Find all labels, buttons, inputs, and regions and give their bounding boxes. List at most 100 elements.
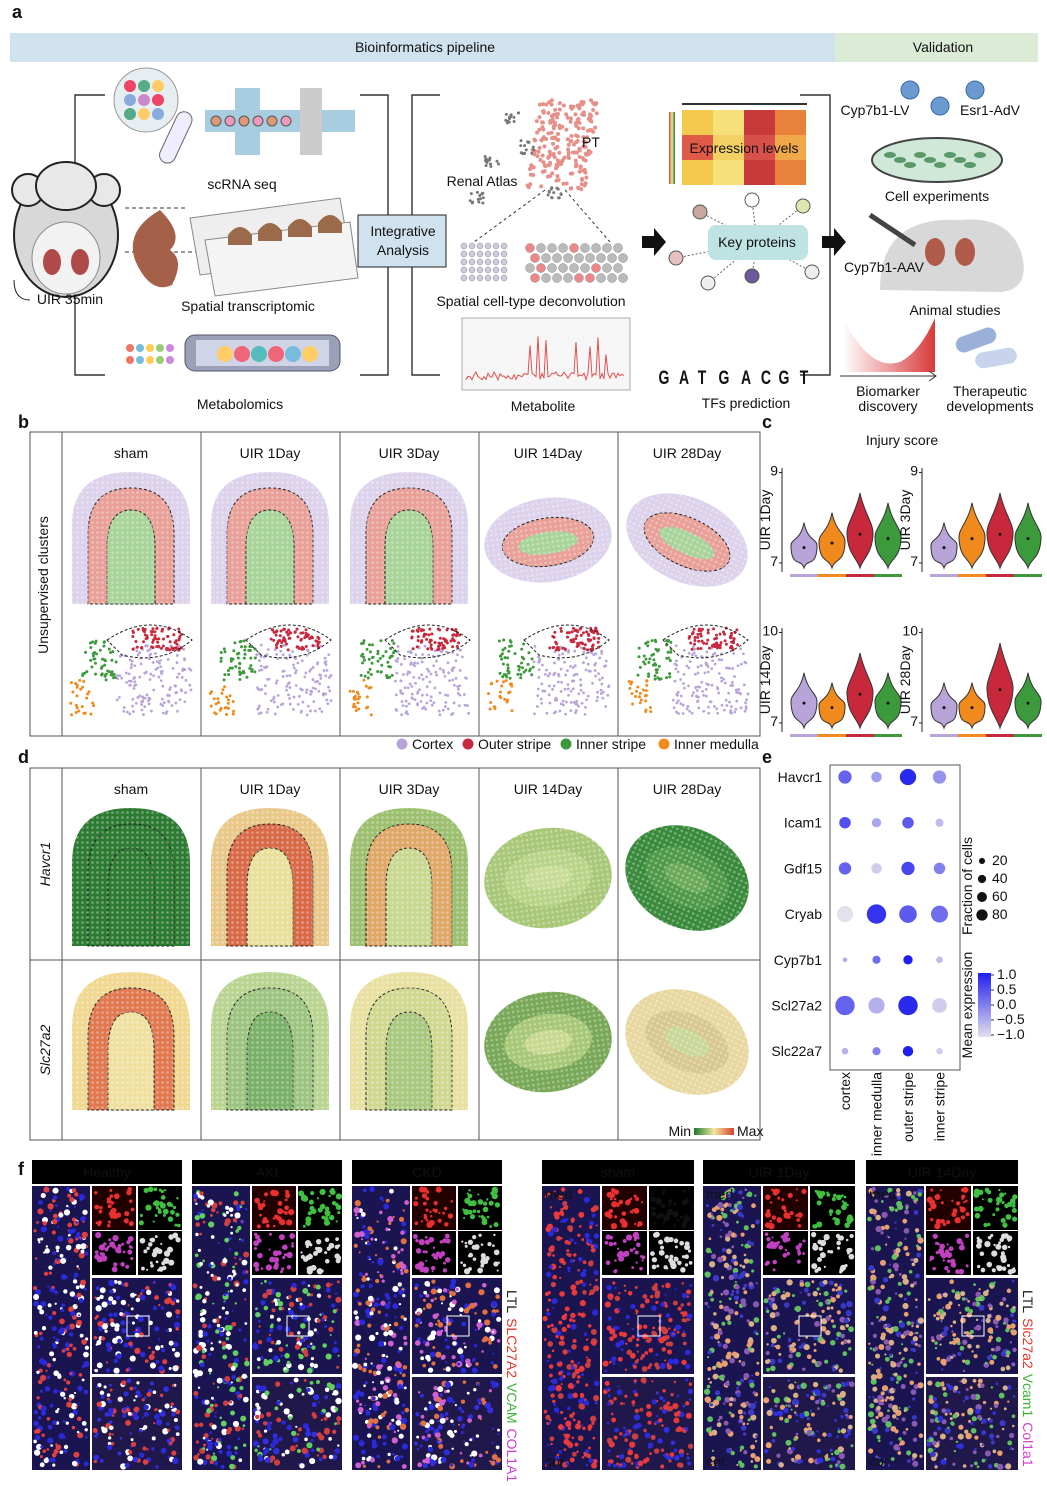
stain-dot <box>430 1462 435 1467</box>
stain-dot <box>112 1300 117 1305</box>
umap-dot <box>276 642 279 645</box>
umap-dot <box>680 695 683 698</box>
atlas-dot <box>523 152 526 155</box>
stain-dot <box>218 1341 221 1344</box>
stain-dot <box>365 1358 367 1360</box>
umap-dot <box>379 657 382 660</box>
stain-dot <box>131 1438 134 1441</box>
stain-dot <box>496 1446 500 1450</box>
stain-dot <box>489 1460 491 1462</box>
stain-dot <box>363 1188 367 1192</box>
stain-dot <box>677 1331 680 1334</box>
stain-dot <box>295 1344 301 1350</box>
atlas-dot <box>558 101 562 105</box>
stain-dot <box>72 1217 76 1221</box>
stain-dot <box>199 1191 203 1195</box>
node <box>745 269 759 283</box>
umap-dot <box>138 695 141 698</box>
umap-dot <box>571 630 574 633</box>
stain-dot <box>674 1257 679 1262</box>
heat-cell <box>682 110 713 135</box>
stain-dot <box>623 1403 625 1405</box>
stain-dot <box>389 1324 391 1326</box>
stain-dot <box>68 1234 71 1237</box>
stain-dot <box>311 1431 317 1437</box>
stain-dot <box>396 1362 401 1367</box>
stain-dot <box>44 1458 49 1463</box>
umap-dot <box>370 673 373 676</box>
umap-dot <box>561 652 564 655</box>
stain-dot <box>84 1252 88 1256</box>
stain-dot <box>325 1207 330 1212</box>
stain-dot <box>585 1348 588 1351</box>
atlas-dot <box>519 144 522 147</box>
stain-dot <box>474 1405 479 1410</box>
spot <box>501 267 507 273</box>
umap-dot <box>560 681 563 684</box>
stain-dot <box>104 1385 107 1388</box>
stain-dot <box>494 1190 497 1193</box>
stain-dot <box>621 1348 624 1351</box>
stain-dot <box>311 1449 315 1453</box>
stain-dot <box>656 1265 659 1268</box>
stain-dot <box>101 1253 105 1257</box>
stain-dot <box>570 1313 575 1318</box>
umap-dot <box>553 636 556 639</box>
stain-dot <box>589 1458 594 1463</box>
stain-dot <box>274 1214 279 1219</box>
umap-dot <box>635 690 638 693</box>
stain-dot <box>387 1366 392 1371</box>
umap-dot <box>357 692 360 695</box>
arrow <box>642 228 666 256</box>
stain-dot <box>634 1382 636 1384</box>
stain-dot <box>559 1211 564 1216</box>
umap-dot <box>540 698 543 701</box>
umap-dot <box>185 679 188 682</box>
stain-dot <box>331 1320 334 1323</box>
stain-dot <box>233 1275 235 1277</box>
stain-dot <box>567 1266 571 1270</box>
stain-dot <box>114 1359 118 1363</box>
stain-dot <box>286 1252 292 1258</box>
atlas-dot <box>578 166 582 170</box>
median <box>943 546 946 549</box>
umap-dot <box>91 702 94 705</box>
umap-dot <box>423 706 426 709</box>
umap-dot <box>530 673 533 676</box>
stain-dot <box>148 1242 152 1246</box>
umap-dot <box>285 685 288 688</box>
umap-dot <box>688 652 691 655</box>
umap-dot <box>558 654 561 657</box>
stain-dot <box>108 1436 111 1439</box>
stain-dot <box>62 1349 66 1353</box>
stain-dot <box>359 1272 363 1276</box>
umap-dot <box>463 693 466 696</box>
stain-dot <box>264 1448 270 1454</box>
stain-dot <box>592 1437 595 1440</box>
stain-dot <box>218 1201 222 1205</box>
umap-dot <box>180 633 183 636</box>
umap-dot <box>298 647 301 650</box>
stain-dot <box>378 1435 381 1438</box>
stain-dot <box>36 1429 41 1434</box>
stain-dot <box>388 1222 391 1225</box>
stain-dot <box>367 1353 370 1356</box>
stain-dot <box>271 1341 275 1345</box>
stain-dot <box>173 1342 178 1347</box>
stain-dot <box>429 1220 433 1224</box>
umap-dot <box>131 698 134 701</box>
umap-dot <box>153 636 156 639</box>
metabolite-dot <box>156 344 164 352</box>
umap-dot <box>518 669 521 672</box>
stain-dot <box>400 1231 404 1235</box>
stain-dot <box>377 1465 380 1468</box>
spot <box>477 251 483 257</box>
stain-dot <box>152 1436 156 1440</box>
umap-dot <box>533 661 536 664</box>
stain-dot <box>223 1293 226 1296</box>
stain-dot <box>582 1427 586 1431</box>
stain-dot <box>274 1262 279 1267</box>
stain-dot <box>309 1303 313 1307</box>
y-tick-label: 7 <box>770 553 778 569</box>
spot <box>592 244 601 253</box>
